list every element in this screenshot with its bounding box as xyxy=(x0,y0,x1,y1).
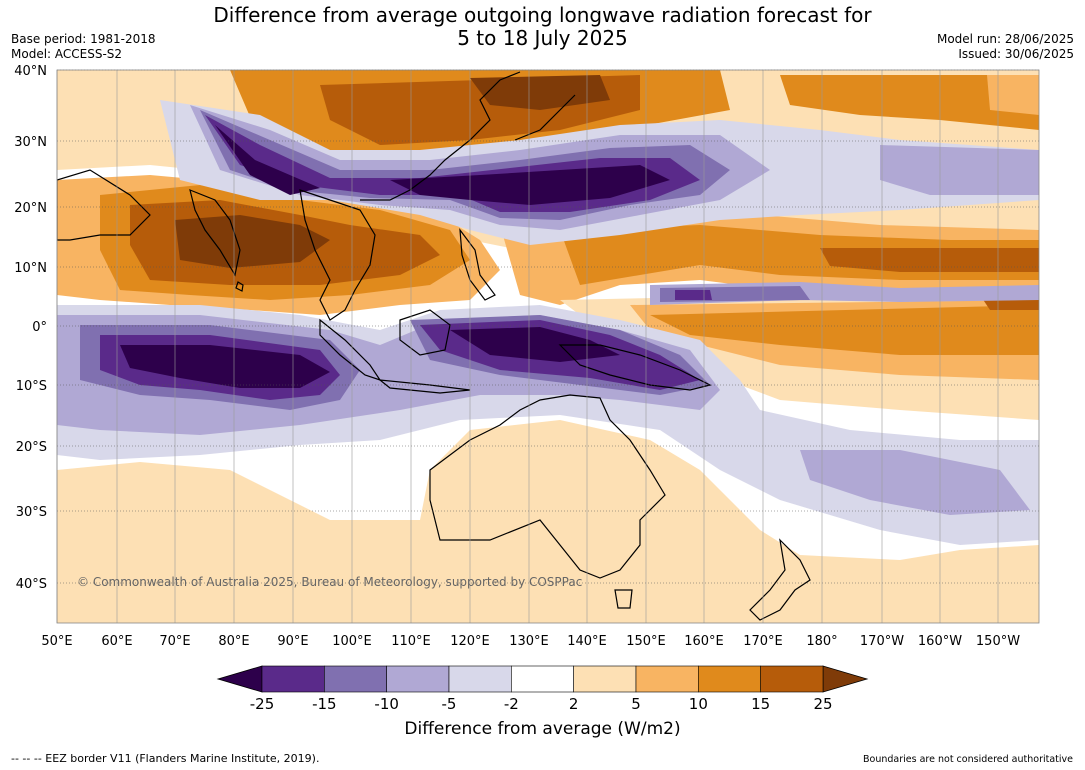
lat-label: 0° xyxy=(32,320,47,335)
base-period: Base period: 1981-2018 xyxy=(11,32,156,46)
philippines xyxy=(459,227,496,301)
colorbar-tick: -10 xyxy=(374,695,399,713)
lon-label: 110°E xyxy=(391,634,431,649)
colorbar-swatch xyxy=(573,665,637,693)
colorbar-low-extend xyxy=(216,665,263,693)
lon-label: 70°E xyxy=(159,634,190,649)
lat-label: 30°S xyxy=(16,505,47,520)
lon-label: 140°E xyxy=(567,634,607,649)
japan xyxy=(514,94,576,141)
lat-label: 10°S xyxy=(16,379,47,394)
colorbar-swatch xyxy=(760,665,824,693)
lon-label: 160°E xyxy=(684,634,724,649)
lon-label: 170°W xyxy=(860,634,904,649)
colorbar-tick: -5 xyxy=(442,695,457,713)
colorbar-tick: -2 xyxy=(504,695,519,713)
lon-label: 150°E xyxy=(626,634,666,649)
title-line-2: 5 to 18 July 2025 xyxy=(457,26,628,50)
lon-label: 60°E xyxy=(101,634,132,649)
java xyxy=(378,379,471,394)
lon-label: 160°W xyxy=(918,634,962,649)
new-guinea xyxy=(558,344,712,391)
new-zealand xyxy=(749,538,811,621)
title-line-1: Difference from average outgoing longwav… xyxy=(213,3,872,27)
lon-label: 130°E xyxy=(509,634,549,649)
colorbar-tick: 10 xyxy=(689,695,708,713)
meta-right: Model run: 28/06/2025 Issued: 30/06/2025 xyxy=(937,32,1074,62)
colorbar-swatch xyxy=(511,665,574,693)
china-coast xyxy=(360,71,521,201)
boundary-disclaimer: Boundaries are not considered authoritat… xyxy=(863,754,1073,765)
model-run: Model run: 28/06/2025 xyxy=(936,32,1074,46)
coastlines xyxy=(57,71,811,621)
colorbar-label: Difference from average (W/m2) xyxy=(404,719,681,739)
issued-date: Issued: 30/06/2025 xyxy=(958,47,1074,61)
meta-left: Base period: 1981-2018 Model: ACCESS-S2 xyxy=(11,32,156,62)
longitude-labels: 50°E 60°E 70°E 80°E 90°E 100°E 110°E 120°E 130°E… xyxy=(41,634,1020,649)
sumatra xyxy=(319,318,382,382)
lat-label: 40°S xyxy=(16,577,47,592)
anomaly-field xyxy=(57,70,1039,623)
colorbar-swatch xyxy=(698,665,761,693)
lat-label: 40°N xyxy=(14,64,47,79)
colorbar-swatch xyxy=(635,665,699,693)
southern-positive-region xyxy=(57,420,1039,623)
colorbar-tick: -25 xyxy=(250,695,275,713)
arabia-coast xyxy=(57,169,151,241)
lon-label: 50°E xyxy=(41,634,72,649)
colorbar-tick: 15 xyxy=(751,695,770,713)
lon-label: 180° xyxy=(806,634,837,649)
borneo xyxy=(399,309,451,356)
colorbar-swatch xyxy=(448,665,512,693)
indochina-coast xyxy=(299,189,376,321)
lat-label: 20°S xyxy=(16,440,47,455)
lon-label: 100°E xyxy=(332,634,372,649)
map-frame xyxy=(56,69,1040,624)
india-coast xyxy=(189,189,241,277)
colorbar-tick: 5 xyxy=(631,695,641,713)
lon-label: 120°E xyxy=(450,634,490,649)
map-title: Difference from average outgoing longwav… xyxy=(0,4,1085,50)
tasmania xyxy=(614,589,633,609)
sri-lanka xyxy=(235,281,244,292)
lat-label: 10°N xyxy=(14,261,47,276)
colorbar-tick: 2 xyxy=(569,695,579,713)
lat-label: 30°N xyxy=(14,135,47,150)
eez-legend-note: -- -- -- EEZ border V11 (Flanders Marine… xyxy=(11,752,320,765)
colorbar-swatch xyxy=(261,665,325,693)
lon-label: 80°E xyxy=(218,634,249,649)
lat-label: 20°N xyxy=(14,201,47,216)
australia-coast xyxy=(429,394,666,579)
latitude-labels: 40°N 30°N 20°N 10°N 0° 10°S 20°S 30°S 40°S xyxy=(14,64,47,592)
colorbar: -25 -15 -10 -5 -2 2 5 10 15 25 xyxy=(216,665,869,713)
colorbar-swatch xyxy=(324,665,387,693)
colorbar-swatch xyxy=(386,665,450,693)
lon-label: 150°W xyxy=(976,634,1020,649)
copyright-notice: © Commonwealth of Australia 2025, Bureau… xyxy=(77,575,582,589)
graticule xyxy=(56,69,1039,623)
colorbar-tick: -15 xyxy=(312,695,337,713)
lon-label: 90°E xyxy=(277,634,308,649)
colorbar-high-extend xyxy=(822,665,869,693)
model-name: Model: ACCESS-S2 xyxy=(11,47,123,61)
lon-label: 170°E xyxy=(743,634,783,649)
colorbar-tick: 25 xyxy=(813,695,832,713)
